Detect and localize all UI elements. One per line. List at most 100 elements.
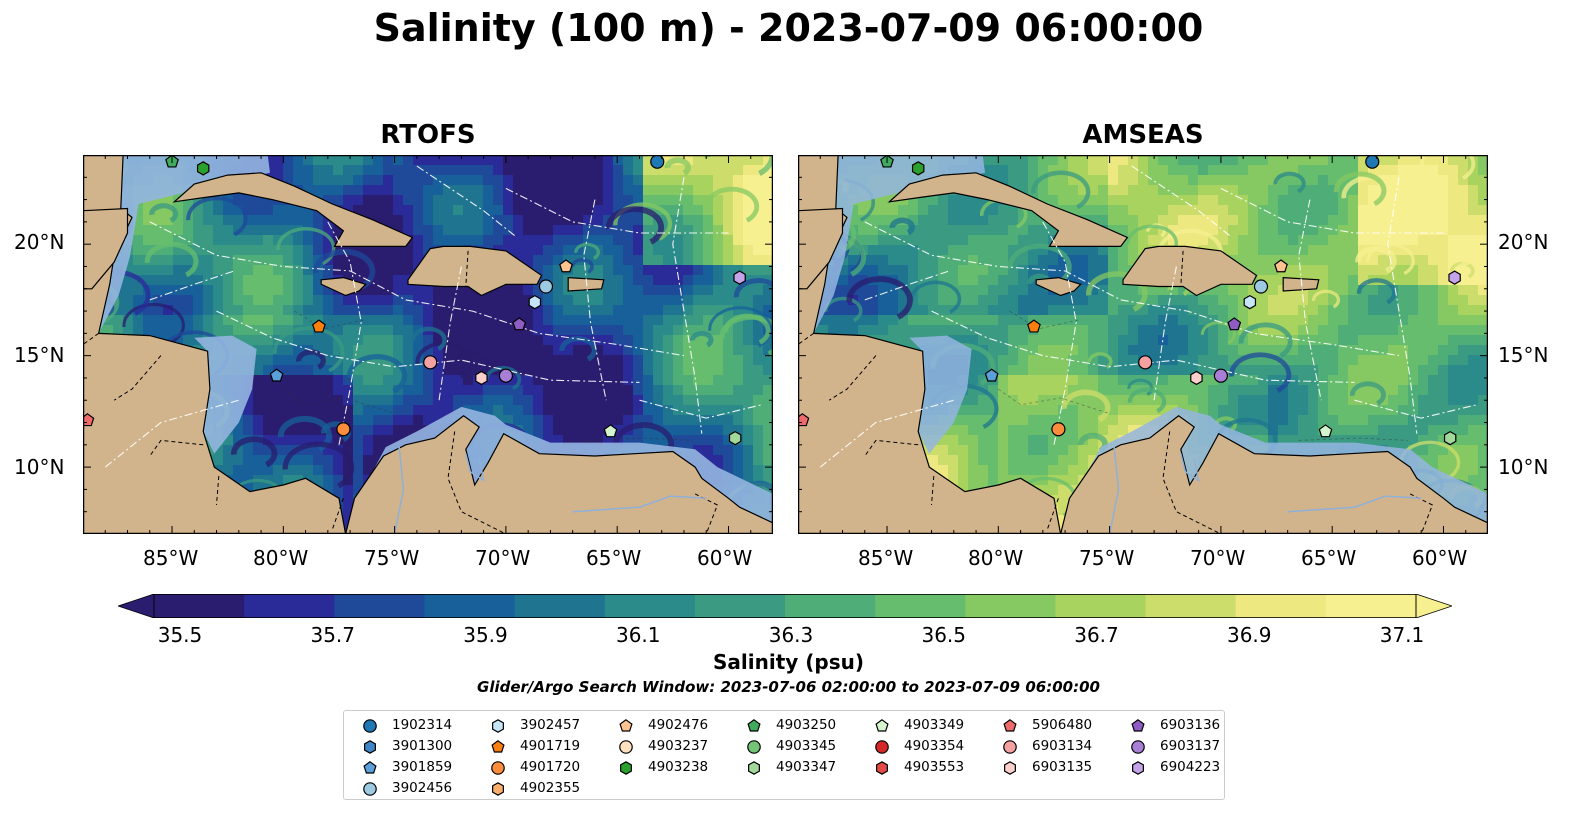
float-marker-4903349 [1318, 424, 1333, 438]
legend-label: 4903354 [904, 738, 965, 754]
colorbar-label: Salinity (psu) [712, 650, 864, 674]
legend-label: 4903349 [904, 717, 965, 733]
circle-marker-icon [363, 782, 377, 796]
axis-ticks [83, 155, 773, 534]
colorbar-bin [875, 594, 966, 618]
panel-title-rtofs: RTOFS [380, 120, 476, 150]
land-mass [172, 172, 414, 248]
legend-label: 4901720 [520, 759, 581, 775]
legend-label: 6903136 [1160, 717, 1221, 733]
legend-marker [364, 740, 376, 754]
hexagon-marker-icon [364, 740, 376, 754]
colorbar-bin [785, 594, 876, 618]
colorbar-min-extension [118, 594, 155, 618]
float-marker-4902476 [559, 259, 573, 273]
float-marker-3901859 [269, 368, 284, 382]
legend-marker [620, 761, 632, 775]
colorbar-tick-label: 36.1 [615, 623, 661, 647]
rivers [1108, 447, 1422, 534]
float-marker-3902456 [1253, 279, 1269, 294]
map-frame [798, 155, 1488, 534]
legend-label: 1902314 [392, 717, 453, 733]
land-mass [83, 155, 347, 534]
figure-title: Salinity (100 m) - 2023-07-09 06:00:00 [373, 6, 1204, 50]
colorbar-bin [1325, 594, 1417, 618]
lon-tick-p0-85: 85°W [143, 546, 199, 570]
float-marker-3901859 [984, 368, 999, 382]
land-mass [887, 172, 1129, 248]
legend-label: 3902456 [392, 780, 453, 796]
float-marker-6904223 [1448, 270, 1461, 285]
lon-tick-p1-60: 60°W [1412, 546, 1468, 570]
legend-marker [492, 782, 504, 796]
shelf-region [194, 335, 257, 454]
legend-label: 4902476 [648, 717, 709, 733]
land-mass [83, 207, 129, 290]
lon-tick-p1-80: 80°W [968, 546, 1024, 570]
lon-tick-p1-85: 85°W [858, 546, 914, 570]
hexagon-marker-icon [492, 719, 504, 733]
float-marker-6903135 [475, 370, 488, 386]
lon-tick-p1-70: 70°W [1190, 546, 1246, 570]
depth-contours [998, 310, 1408, 441]
colorbar-bin [1055, 594, 1147, 618]
float-marker-6903135 [1190, 370, 1203, 386]
circle-marker-icon [619, 740, 633, 754]
land-mass [798, 155, 1062, 534]
float-marker-4903238 [911, 161, 925, 176]
lon-tick-p1-65: 65°W [1301, 546, 1357, 570]
legend-label: 4903345 [776, 738, 837, 754]
land-mass [320, 276, 367, 297]
legend-marker [491, 740, 505, 753]
legend-marker [363, 761, 377, 774]
legend-marker [1131, 740, 1145, 754]
axis-ticks [798, 155, 1488, 534]
legend-marker [876, 761, 888, 775]
lat-tick-left-15: 15°N [14, 343, 65, 367]
float-marker-3902457 [528, 294, 542, 310]
lon-tick-p0-80: 80°W [253, 546, 309, 570]
float-marker-4901719 [1027, 319, 1041, 333]
eez-boundaries [104, 165, 763, 468]
circle-marker-icon [875, 740, 889, 754]
legend-label: 4903553 [904, 759, 965, 775]
colorbar-tick-label: 35.7 [310, 623, 356, 647]
legend-marker [747, 740, 761, 754]
float-marker-4902476 [1274, 259, 1288, 273]
legend-label: 6903135 [1032, 759, 1093, 775]
amseas-salinity-map [798, 155, 1488, 534]
colorbar-bin [424, 594, 516, 618]
colorbar-bin [1145, 594, 1237, 618]
lat-tick-right-20: 20°N [1498, 230, 1549, 254]
panel-title-amseas: AMSEAS [1082, 120, 1204, 150]
circle-marker-icon [363, 719, 377, 733]
rivers [393, 447, 707, 534]
depth-contours [283, 310, 693, 441]
circle-marker-icon [1131, 740, 1145, 754]
lat-tick-left-20: 20°N [14, 230, 65, 254]
float-legend: 1902314 3901300 3901859 3902456 3902457 49017… [343, 710, 1225, 800]
colorbar-tick-label: 36.9 [1226, 623, 1272, 647]
hexagon-marker-icon [876, 761, 888, 775]
legend-marker [1132, 761, 1144, 775]
lat-tick-right-15: 15°N [1498, 343, 1549, 367]
shelf-region [798, 155, 985, 334]
hexagon-marker-icon [748, 761, 760, 775]
colorbar-bin [244, 594, 335, 618]
land-mass [567, 276, 605, 292]
map-frame [83, 155, 773, 534]
legend-label: 3902457 [520, 717, 581, 733]
colorbar-tick-label: 37.1 [1379, 623, 1425, 647]
legend-marker [619, 719, 633, 732]
colorbar-bin [334, 594, 426, 618]
lon-tick-p0-60: 60°W [697, 546, 753, 570]
land-mass [1035, 276, 1082, 297]
legend-marker [748, 761, 760, 775]
pentagon-marker-icon [363, 761, 377, 774]
colorbar-max-extension [1415, 594, 1452, 618]
float-marker-3902456 [538, 279, 554, 294]
hexagon-marker-icon [1004, 761, 1016, 775]
float-marker-6904223 [733, 270, 746, 285]
colorbar-tick-label: 36.7 [1074, 623, 1119, 647]
float-marker-6903136 [1227, 317, 1242, 331]
